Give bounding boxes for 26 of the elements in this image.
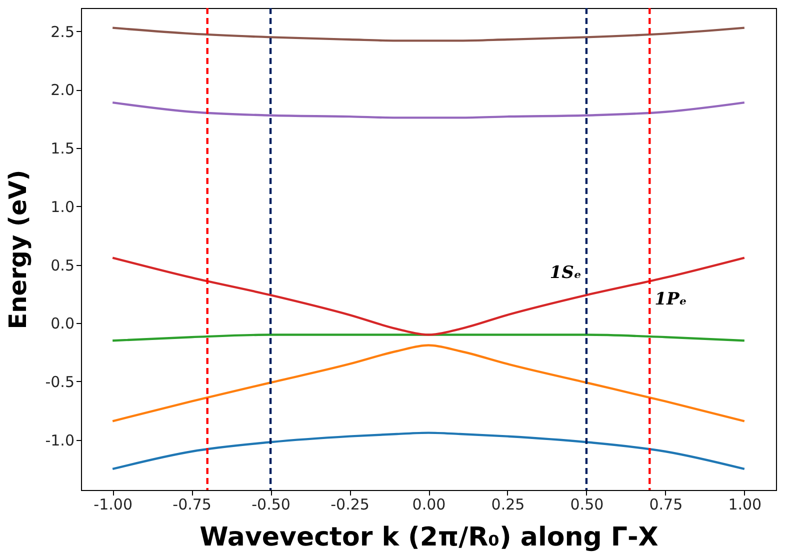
y-tick-label: 0.5 [50, 256, 74, 274]
x-tick-label: -0.50 [252, 496, 290, 514]
y-tick-label: 2.0 [50, 81, 74, 100]
x-tick-label: -1.00 [94, 496, 132, 514]
x-tick-label: 0.00 [412, 496, 446, 514]
line-series [111, 26, 746, 42]
x-tick-label: 0.25 [491, 496, 525, 514]
y-tick-label: 0.0 [50, 314, 74, 333]
y-tick-label: 2.5 [50, 22, 74, 41]
line-series [111, 256, 746, 336]
line-series [111, 432, 746, 470]
x-axis-title: Wavevector k (2π/R₀) along Γ-X [200, 522, 658, 552]
x-tick-label: -0.25 [330, 496, 370, 514]
ref-line-label: 1Sₑ [550, 263, 582, 284]
y-tick-label: 1.5 [50, 140, 74, 158]
y-axis-title: Energy (eV) [4, 170, 32, 330]
line-series [111, 101, 746, 119]
line-series [111, 344, 746, 422]
y-tick-label: -1.0 [45, 431, 74, 450]
x-tick-label: -0.75 [172, 496, 212, 514]
x-tick-label: 1.00 [728, 496, 762, 514]
y-tick-label: 1.0 [50, 198, 74, 216]
y-tick-label: -0.5 [45, 372, 74, 391]
ref-line-label: 1Pₑ [654, 290, 687, 310]
x-tick-label: 0.75 [649, 496, 683, 514]
x-tick-label: 0.50 [570, 496, 604, 514]
